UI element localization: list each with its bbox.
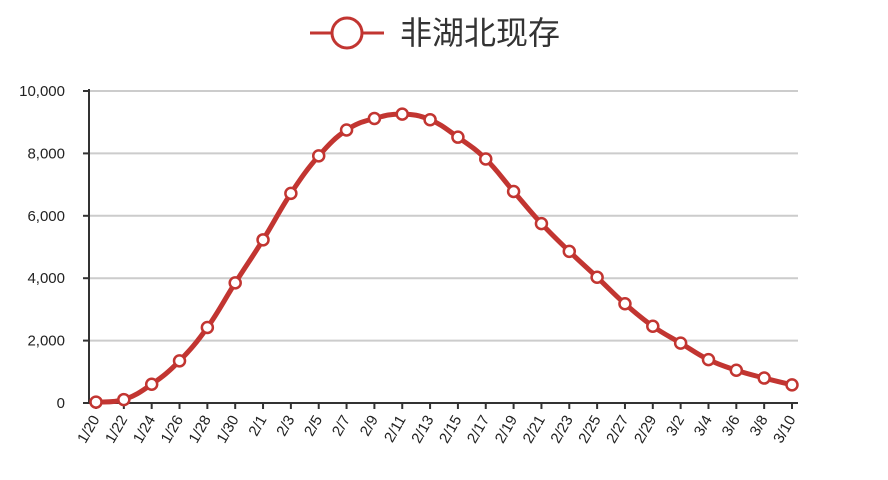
x-axis-tick-labels: 1/201/221/241/261/281/30 2/1 2/3 2/5 2/7 2/9 2… — [74, 413, 799, 447]
x-tick-label: 3/2 — [663, 413, 688, 440]
data-point[interactable] — [646, 319, 660, 333]
data-point[interactable] — [228, 276, 242, 290]
data-point[interactable] — [506, 184, 521, 199]
data-point[interactable] — [757, 371, 771, 385]
x-tick-label: 2/5 — [301, 413, 326, 440]
x-tick-label: 1/26 — [158, 413, 187, 447]
x-tick-label: 2/23 — [547, 413, 576, 447]
series-line — [93, 111, 795, 405]
x-tick-label: 2/9 — [357, 413, 382, 440]
data-point[interactable] — [562, 244, 577, 259]
x-tick-label: 2/13 — [408, 413, 437, 447]
x-tick-label: 3/6 — [719, 413, 744, 440]
legend[interactable]: 非湖北现存 — [310, 14, 560, 52]
data-point[interactable] — [618, 297, 632, 311]
y-gridlines — [83, 90, 798, 404]
x-tick-label: 2/19 — [492, 413, 521, 447]
data-point[interactable] — [200, 320, 215, 335]
y-tick-label: 0 — [57, 395, 65, 412]
x-tick-label: 2/29 — [631, 413, 660, 447]
y-tick-label: 10,000 — [19, 83, 65, 100]
series-layer — [93, 111, 795, 405]
x-tick-label: 2/25 — [575, 413, 604, 447]
x-tick-label: 1/20 — [74, 413, 103, 447]
legend-entry-label: 非湖北现存 — [400, 14, 560, 52]
data-point[interactable] — [144, 377, 159, 392]
x-tick-label: 2/27 — [603, 413, 632, 447]
y-tick-label: 6,000 — [27, 208, 65, 225]
data-point[interactable] — [701, 352, 716, 367]
x-tick-label: 2/21 — [520, 413, 549, 447]
data-point[interactable] — [785, 378, 799, 392]
data-point[interactable] — [339, 123, 354, 137]
data-point[interactable] — [590, 270, 604, 285]
data-point[interactable] — [673, 336, 688, 350]
x-tick-label: 2/11 — [381, 413, 410, 446]
data-point[interactable] — [395, 107, 409, 121]
x-tick-label: 3/8 — [746, 413, 771, 440]
data-point[interactable] — [172, 354, 187, 368]
y-axis-tick-labels: 0 2,000 4,000 6,000 8,000 10,000 — [19, 83, 65, 412]
y-tick-label: 2,000 — [27, 333, 65, 350]
data-point[interactable] — [89, 395, 103, 409]
x-tick-label: 2/7 — [329, 413, 354, 440]
data-point[interactable] — [311, 149, 326, 163]
data-point[interactable] — [367, 111, 382, 126]
x-tick-label: 1/24 — [130, 413, 159, 447]
data-point[interactable] — [534, 216, 549, 231]
x-tick-label: 3/4 — [691, 413, 716, 440]
y-tick-label: 4,000 — [27, 270, 65, 287]
y-tick-label: 8,000 — [27, 145, 65, 162]
data-points — [89, 107, 799, 409]
data-point[interactable] — [451, 130, 465, 144]
data-point[interactable] — [117, 392, 131, 407]
data-point[interactable] — [729, 363, 744, 377]
x-tick-label: 2/3 — [273, 413, 298, 440]
x-tick-label: 1/28 — [186, 413, 215, 447]
data-point[interactable] — [256, 233, 270, 247]
x-tick-label: 1/30 — [213, 413, 242, 447]
x-tick-label: 2/1 — [245, 413, 270, 440]
data-point[interactable] — [423, 112, 437, 127]
axes — [88, 89, 798, 409]
x-tick-label: 2/15 — [436, 413, 465, 447]
data-point[interactable] — [479, 152, 493, 166]
x-tick-label: 3/10 — [770, 413, 799, 447]
x-tick-label: 1/22 — [102, 413, 131, 447]
data-point[interactable] — [284, 186, 298, 201]
legend-marker-swatch — [330, 16, 364, 50]
x-tick-label: 2/17 — [464, 413, 493, 447]
